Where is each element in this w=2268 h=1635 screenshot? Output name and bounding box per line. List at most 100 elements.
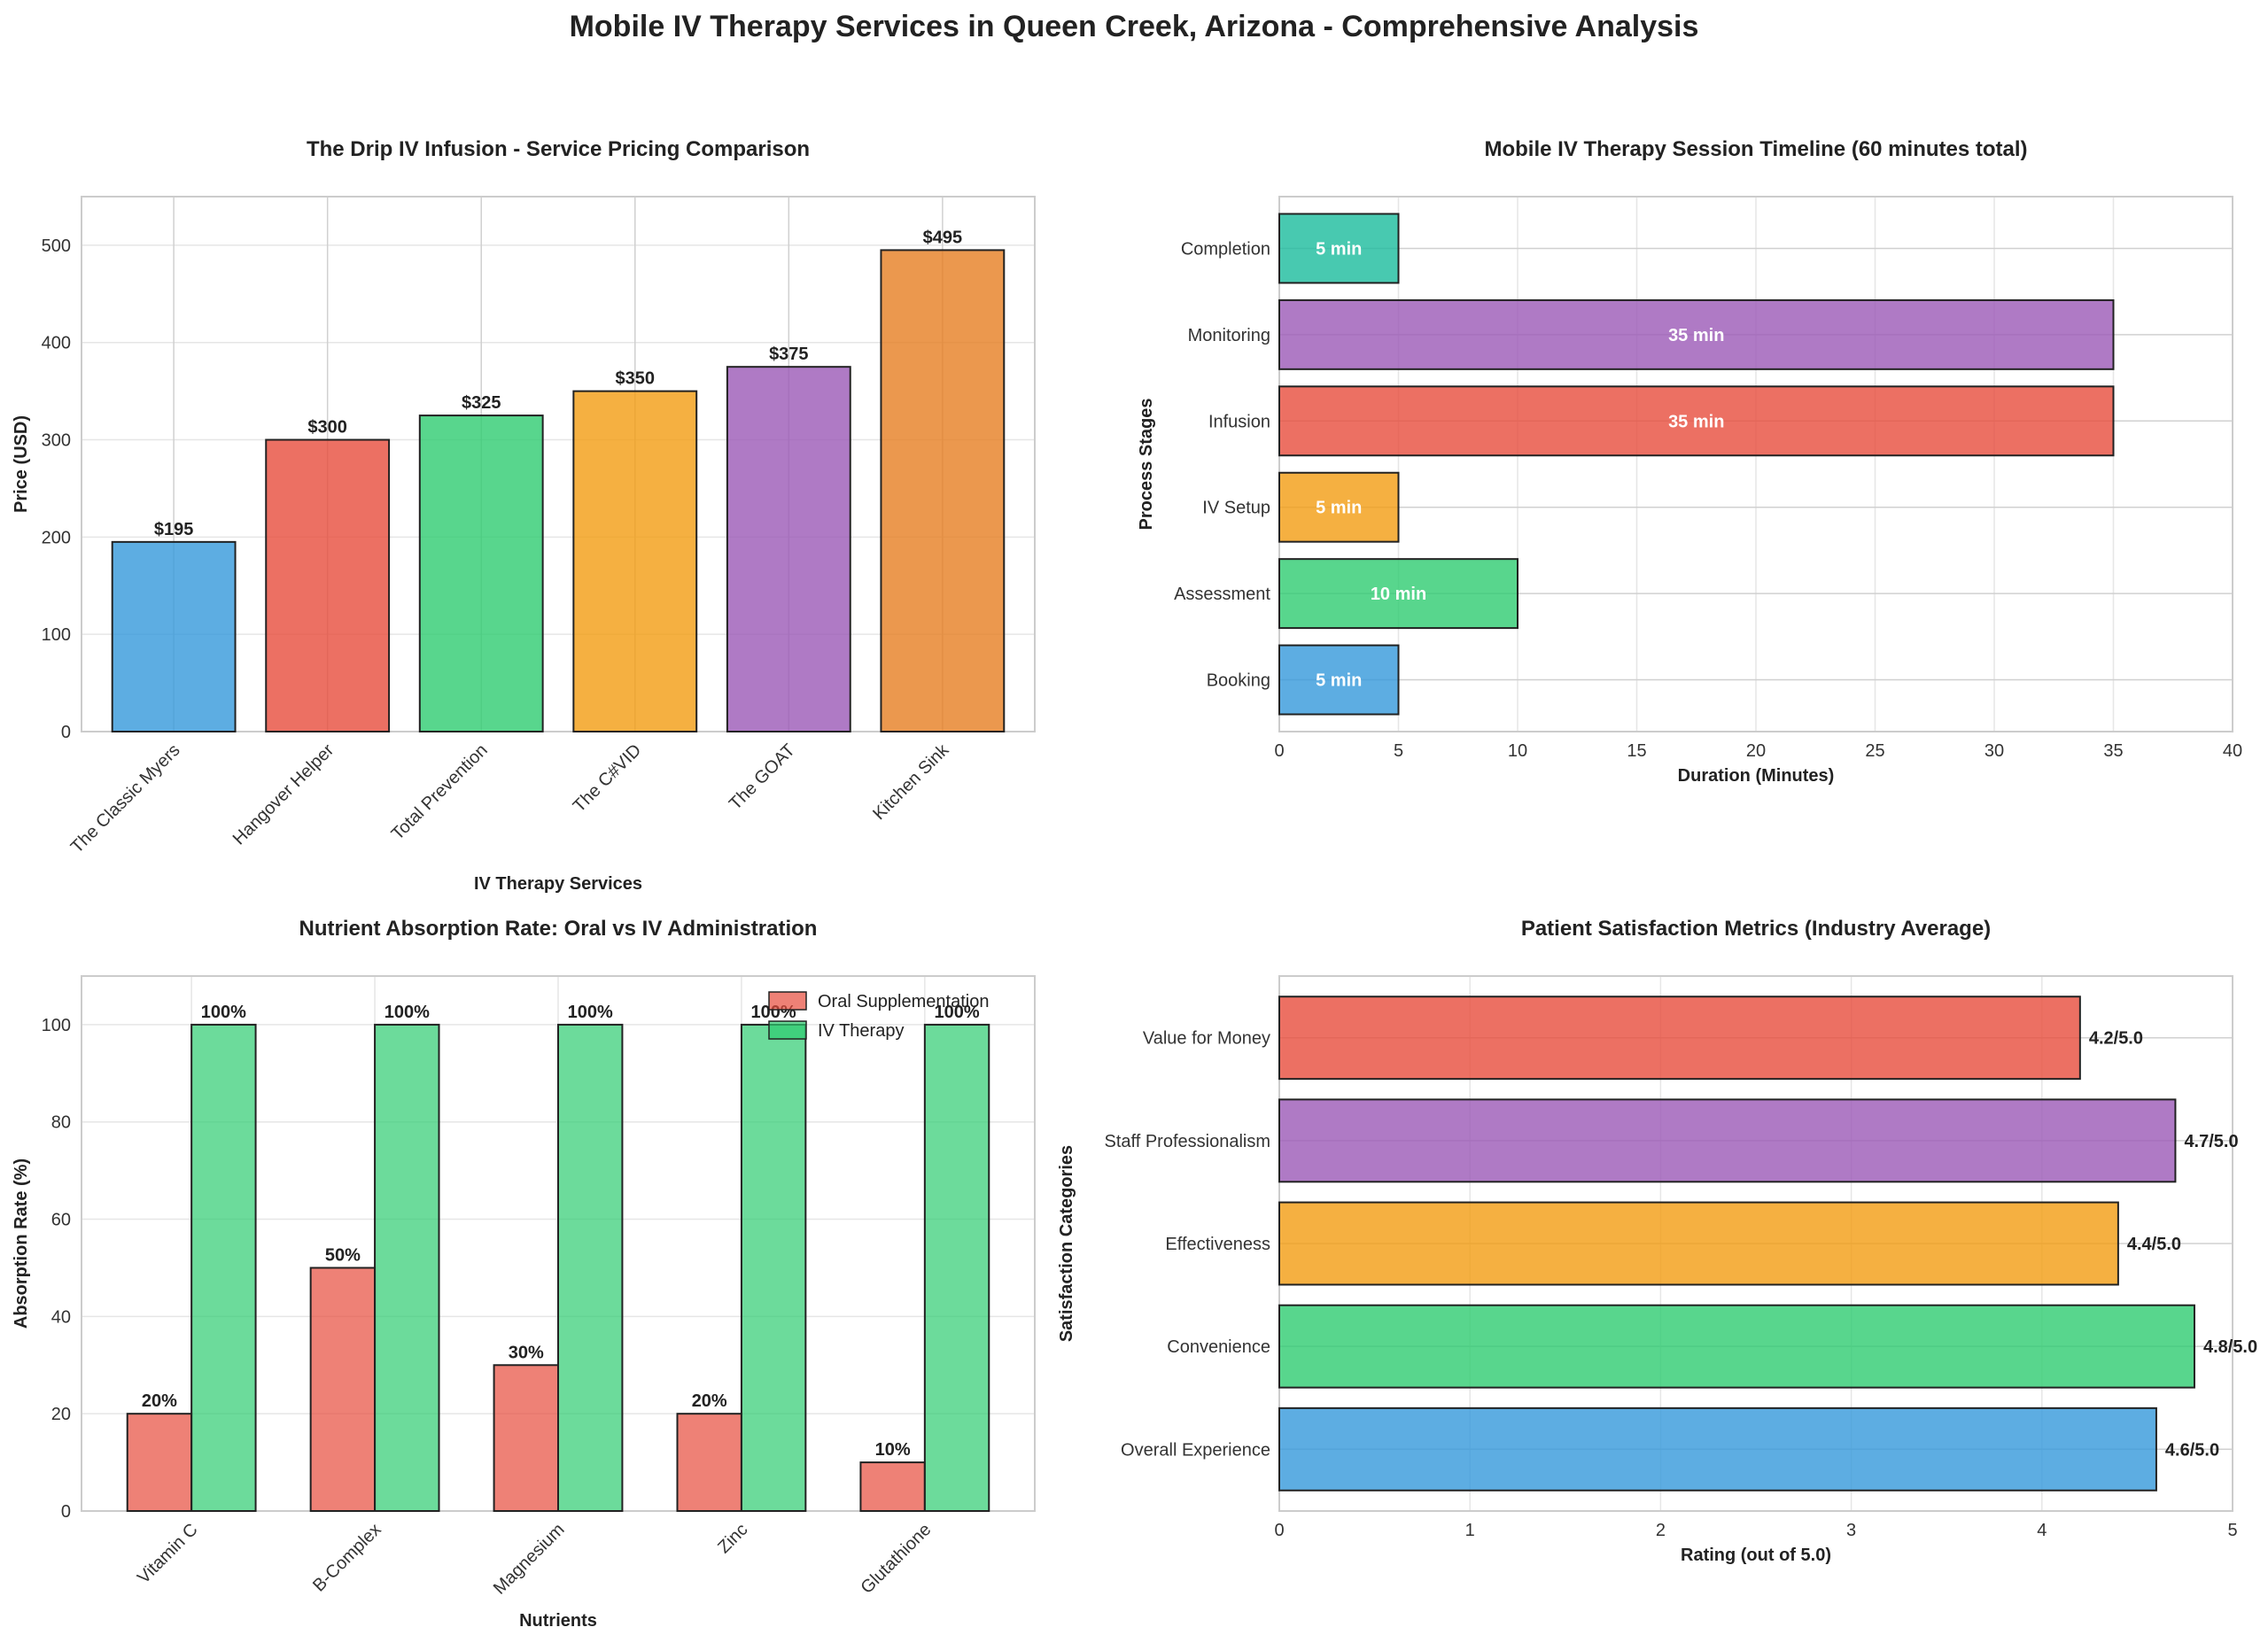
y-tick-label: 300 — [42, 431, 71, 451]
x-tick-label: 4 — [2037, 1521, 2047, 1540]
bar-3 — [1278, 385, 2115, 457]
y-tick-label: Staff Professionalism — [1105, 1132, 1271, 1151]
bar-value-label: 100% — [201, 1003, 246, 1022]
bar-value-label: $195 — [154, 520, 194, 539]
y-tick-label: Assessment — [1174, 585, 1270, 604]
x-axis-label: Duration (Minutes) — [1678, 766, 1835, 786]
y-tick-label: IV Setup — [1202, 499, 1270, 518]
y-tick-label: Completion — [1181, 239, 1270, 259]
y-axis-label: Absorption Rate (%) — [12, 1158, 31, 1329]
chart-satisfaction: 0 1 2 3 4 5 Overall Experience 4.6/5.0 Convenien… — [1057, 917, 2257, 1565]
bar-0 — [1278, 1406, 2157, 1492]
legend-swatch — [768, 1020, 807, 1040]
y-axis-label: Process Stages — [1137, 399, 1156, 531]
y-tick-label: 60 — [51, 1211, 71, 1230]
y-tick-label: 0 — [61, 723, 71, 742]
x-tick-label: 5 — [2227, 1521, 2237, 1540]
bar-value-label: 20% — [692, 1391, 727, 1411]
legend-label: Oral Supplementation — [818, 992, 989, 1011]
x-axis-label: IV Therapy Services — [474, 874, 642, 894]
bar-value-label: 5 min — [1316, 499, 1362, 518]
bar-value-label: 5 min — [1316, 239, 1362, 259]
y-tick-label: 20 — [51, 1405, 71, 1424]
y-tick-label: Infusion — [1208, 412, 1270, 431]
bar-iv-1 — [374, 1023, 440, 1512]
bar-value-label: 100% — [934, 1003, 979, 1022]
y-tick-label: Overall Experience — [1121, 1440, 1270, 1460]
bar-iv-4 — [923, 1023, 990, 1512]
bar-value-label: 100% — [384, 1003, 430, 1022]
chart-title: Patient Satisfaction Metrics (Industry A… — [1521, 917, 1991, 941]
bar-oral-0 — [126, 1413, 193, 1512]
x-tick-label: The C#VID — [570, 740, 646, 817]
x-tick-label: Kitchen Sink — [869, 740, 953, 824]
chart-title: Mobile IV Therapy Session Timeline (60 m… — [1484, 137, 2027, 161]
bar-value-label: $300 — [307, 418, 347, 438]
legend: Oral Supplementation IV Therapy — [768, 991, 989, 1041]
bar-oral-1 — [309, 1267, 377, 1513]
x-tick-label: B-Complex — [309, 1520, 385, 1596]
bar-iv-0 — [190, 1023, 257, 1512]
x-tick-label: 25 — [1865, 741, 1884, 761]
bar-5 — [1278, 213, 1400, 284]
x-tick-label: Total Prevention — [388, 740, 492, 844]
bar-value-label: 4.2/5.0 — [2089, 1029, 2143, 1049]
x-tick-label: Magnesium — [490, 1520, 569, 1599]
bar-oral-2 — [493, 1364, 559, 1512]
x-tick-label: 5 — [1394, 741, 1403, 761]
bar-1 — [265, 438, 391, 732]
bar-value-label: 35 min — [1668, 326, 1724, 345]
bar-4 — [1278, 298, 2115, 370]
bar-4 — [1278, 996, 2081, 1081]
y-tick-label: Effectiveness — [1165, 1235, 1270, 1254]
bar-value-label: 10 min — [1371, 585, 1426, 604]
y-axis-label: Satisfaction Categories — [1057, 1145, 1076, 1342]
legend-swatch — [768, 991, 807, 1011]
y-tick-label: Value for Money — [1143, 1029, 1270, 1049]
bar-3 — [572, 390, 698, 732]
y-axis-label: Price (USD) — [12, 415, 31, 513]
bar-3 — [1278, 1098, 2177, 1183]
timeline-plot-frame — [1278, 196, 2233, 732]
x-tick-label: 10 — [1508, 741, 1527, 761]
y-tick-label: 500 — [42, 236, 71, 256]
y-tick-label: 80 — [51, 1113, 71, 1133]
chart-title: Nutrient Absorption Rate: Oral vs IV Adm… — [299, 917, 818, 941]
bar-0 — [1278, 644, 1400, 716]
chart-title: The Drip IV Infusion - Service Pricing C… — [307, 137, 810, 161]
bar-value-label: 100% — [568, 1003, 613, 1022]
bar-value-label: 4.4/5.0 — [2127, 1235, 2181, 1254]
bar-value-label: 30% — [509, 1343, 544, 1362]
y-tick-label: 0 — [61, 1502, 71, 1522]
x-tick-label: 35 — [2103, 741, 2123, 761]
bar-value-label: 5 min — [1316, 671, 1362, 691]
x-tick-label: 15 — [1627, 741, 1646, 761]
bar-oral-4 — [859, 1461, 926, 1513]
bar-2 — [418, 415, 544, 732]
y-tick-label: 200 — [42, 528, 71, 547]
bar-0 — [111, 540, 237, 733]
bar-4 — [726, 366, 851, 732]
bar-1 — [1278, 1304, 2195, 1389]
pricing-plot-frame — [81, 196, 1036, 732]
x-tick-label: Vitamin C — [134, 1520, 202, 1588]
y-tick-label: Booking — [1207, 671, 1270, 691]
x-tick-label: The GOAT — [726, 740, 799, 814]
bar-2 — [1278, 1201, 2119, 1286]
bar-5 — [880, 249, 1006, 732]
x-tick-label: 2 — [1656, 1521, 1666, 1540]
bar-1 — [1278, 558, 1518, 630]
y-tick-label: Monitoring — [1188, 326, 1270, 345]
chart-absorption: 0 20 40 60 80 100 20% 50% 30% 20% 10% 100% 100% 100% 1… — [12, 917, 1036, 1631]
x-axis-label: Nutrients — [519, 1611, 597, 1631]
bar-value-label: 4.7/5.0 — [2184, 1132, 2238, 1151]
x-tick-label: Glutathione — [857, 1520, 935, 1598]
bar-iv-3 — [740, 1023, 807, 1512]
x-tick-label: 40 — [2223, 741, 2242, 761]
bar-iv-2 — [557, 1023, 624, 1512]
x-tick-label: 1 — [1465, 1521, 1475, 1540]
bar-value-label: $325 — [462, 393, 501, 413]
x-axis-label: Rating (out of 5.0) — [1681, 1546, 1831, 1565]
